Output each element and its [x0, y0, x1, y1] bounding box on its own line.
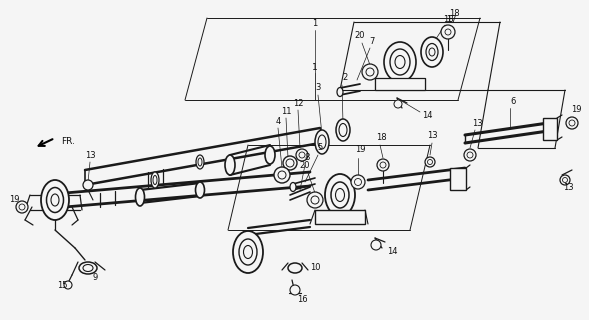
Ellipse shape: [421, 37, 443, 67]
Circle shape: [290, 285, 300, 295]
Ellipse shape: [79, 262, 97, 274]
Ellipse shape: [151, 172, 159, 188]
Text: 20: 20: [355, 31, 365, 41]
Ellipse shape: [41, 180, 69, 220]
Text: 11: 11: [281, 107, 291, 116]
Ellipse shape: [243, 245, 253, 259]
Ellipse shape: [331, 182, 349, 208]
Circle shape: [283, 156, 297, 170]
Ellipse shape: [196, 182, 204, 198]
Circle shape: [307, 192, 323, 208]
Ellipse shape: [336, 119, 350, 141]
Circle shape: [467, 152, 473, 158]
Ellipse shape: [265, 146, 275, 164]
Text: 16: 16: [297, 295, 307, 305]
Circle shape: [377, 159, 389, 171]
Text: 18: 18: [443, 15, 454, 25]
Circle shape: [371, 240, 381, 250]
Text: 19: 19: [355, 146, 365, 155]
Ellipse shape: [426, 44, 438, 60]
Text: 14: 14: [387, 247, 397, 257]
Circle shape: [286, 159, 294, 167]
Circle shape: [569, 120, 575, 126]
Bar: [450, 168, 466, 190]
Circle shape: [560, 175, 570, 185]
Ellipse shape: [225, 155, 235, 175]
Ellipse shape: [233, 231, 263, 273]
Text: 15: 15: [57, 281, 67, 290]
Circle shape: [566, 117, 578, 129]
Text: 13: 13: [472, 118, 482, 127]
Ellipse shape: [290, 182, 296, 191]
Text: 13: 13: [562, 183, 573, 193]
Ellipse shape: [153, 175, 157, 185]
Ellipse shape: [135, 188, 144, 206]
Text: 5: 5: [317, 143, 323, 153]
Circle shape: [355, 179, 362, 186]
Ellipse shape: [384, 42, 416, 82]
Text: 3: 3: [315, 84, 320, 92]
Text: 19: 19: [9, 196, 19, 204]
Text: 13: 13: [426, 132, 437, 140]
Text: 14: 14: [422, 110, 432, 119]
Circle shape: [64, 281, 72, 289]
Text: 1: 1: [312, 63, 318, 73]
Ellipse shape: [288, 263, 302, 273]
Ellipse shape: [47, 188, 64, 212]
Text: 2: 2: [342, 74, 348, 83]
Circle shape: [351, 175, 365, 189]
Ellipse shape: [395, 55, 405, 68]
Circle shape: [445, 29, 451, 35]
Text: 18: 18: [376, 133, 386, 142]
Text: 20: 20: [300, 162, 310, 171]
Ellipse shape: [325, 174, 355, 216]
Circle shape: [425, 157, 435, 167]
Circle shape: [299, 152, 305, 158]
Bar: [375, 78, 425, 90]
Circle shape: [296, 149, 308, 161]
Text: 12: 12: [293, 99, 303, 108]
Ellipse shape: [339, 124, 347, 137]
Ellipse shape: [390, 49, 410, 75]
Circle shape: [428, 159, 432, 164]
Circle shape: [464, 149, 476, 161]
Text: 19: 19: [571, 106, 581, 115]
Text: FR.: FR.: [61, 137, 75, 146]
Ellipse shape: [337, 87, 343, 97]
Circle shape: [278, 171, 286, 179]
Ellipse shape: [83, 265, 93, 271]
Circle shape: [274, 167, 290, 183]
Text: 9: 9: [92, 274, 98, 283]
Circle shape: [311, 196, 319, 204]
Circle shape: [441, 25, 455, 39]
Text: 4: 4: [276, 116, 280, 125]
Text: 18: 18: [449, 10, 459, 19]
Bar: [315, 210, 365, 224]
Text: 10: 10: [310, 263, 320, 273]
Text: 17: 17: [446, 14, 456, 23]
Ellipse shape: [51, 194, 59, 206]
Bar: [543, 118, 557, 140]
Ellipse shape: [318, 135, 326, 149]
Ellipse shape: [429, 48, 435, 56]
Text: 1: 1: [312, 19, 317, 28]
Circle shape: [83, 180, 93, 190]
Ellipse shape: [198, 158, 202, 166]
Ellipse shape: [336, 188, 345, 202]
Circle shape: [562, 178, 567, 182]
Circle shape: [19, 204, 25, 210]
Circle shape: [366, 68, 374, 76]
Ellipse shape: [315, 130, 329, 154]
Ellipse shape: [239, 239, 257, 265]
Circle shape: [380, 162, 386, 168]
Circle shape: [394, 100, 402, 108]
Circle shape: [362, 64, 378, 80]
Text: 13: 13: [85, 150, 95, 159]
Text: 6: 6: [510, 97, 516, 106]
Circle shape: [16, 201, 28, 213]
Text: 7: 7: [369, 36, 375, 45]
Text: 8: 8: [305, 154, 310, 163]
Ellipse shape: [196, 155, 204, 169]
